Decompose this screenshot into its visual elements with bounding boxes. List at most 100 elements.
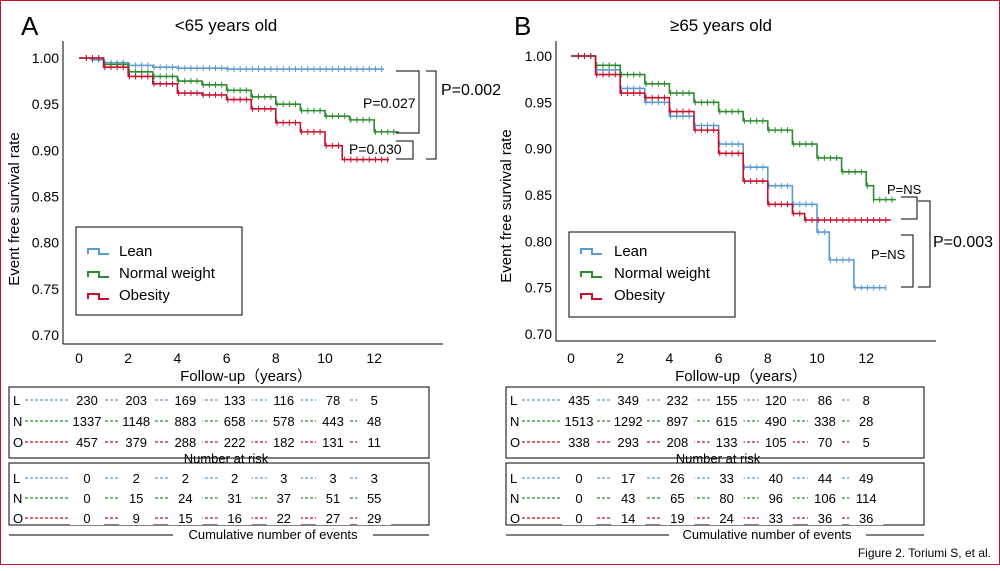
panel-b-pvalue-1: P=NS	[887, 182, 922, 197]
panel-b-legend-lean: Lean	[614, 243, 647, 260]
table-cell-bg	[808, 470, 842, 485]
panel-b-pvalue-3: P=0.003	[933, 234, 993, 251]
table-cell-bg	[709, 470, 744, 485]
table-cell: 114	[856, 491, 877, 506]
table-cell-bg	[611, 413, 646, 428]
panel-b-events-title: Cumulative number of events	[682, 527, 852, 542]
table-cell: 883	[175, 414, 197, 429]
panel-b-xlabel: Follow-up（years）	[675, 368, 807, 385]
table-cell-bg	[808, 490, 842, 505]
table-cell: 1292	[614, 414, 643, 429]
table-cell-bg	[168, 413, 203, 428]
panel-b-risk-title: Number at risk	[676, 451, 761, 466]
y-tick-label: 0.90	[525, 141, 552, 157]
table-cell-bg	[266, 470, 301, 485]
table-cell-bg	[266, 490, 301, 505]
table-cell: 15	[129, 491, 143, 506]
table-cell: 96	[769, 491, 783, 506]
panel-b: B ≥65 years old Event free survival rate…	[498, 11, 993, 542]
table-cell: 133	[716, 435, 738, 450]
survival-curve-normal-weight	[571, 55, 896, 201]
panel-b-bracket-lean-obesity	[901, 234, 914, 288]
panel-b-legend-box	[568, 231, 736, 318]
x-tick-label: 0	[75, 350, 83, 366]
table-cell: 27	[326, 511, 340, 526]
table-cell: 22	[277, 511, 291, 526]
table-cell-bg	[119, 510, 154, 525]
table-cell: 19	[670, 511, 684, 526]
x-tick-label: 0	[567, 350, 575, 366]
table-cell: 379	[125, 435, 147, 450]
table-cell-bg	[316, 434, 350, 449]
table-cell-bg	[119, 413, 154, 428]
table-cell: 55	[367, 491, 381, 506]
table-cell-bg	[562, 434, 596, 449]
panel-a-legend-normal-swatch	[87, 271, 109, 278]
table-cell-bg	[611, 392, 646, 407]
table-cell-bg	[266, 413, 301, 428]
y-tick-label: 0.95	[32, 96, 59, 112]
table-cell: 36	[859, 511, 873, 526]
table-cell: 33	[769, 511, 783, 526]
table-cell: 1513	[565, 414, 594, 429]
table-cell-bg	[316, 490, 350, 505]
table-cell: 0	[83, 471, 90, 486]
table-cell-bg	[808, 413, 842, 428]
table-cell-bg	[70, 413, 104, 428]
table-cell-bg	[660, 413, 695, 428]
table-cell-bg	[709, 413, 744, 428]
table-cell: 0	[575, 511, 582, 526]
table-cell: 24	[719, 511, 733, 526]
table-cell-bg	[808, 392, 842, 407]
table-cell-bg	[217, 413, 252, 428]
table-cell-bg	[357, 413, 392, 428]
panel-b-x-ticks: 0 2 4 6 8 10 12	[567, 350, 874, 366]
table-cell: 578	[273, 414, 295, 429]
table-cell-bg	[758, 510, 793, 525]
table-cell-bg	[168, 490, 203, 505]
panel-a-bracket-normal-obesity	[396, 140, 414, 160]
table-cell: 116	[273, 393, 294, 408]
panel-b-bracket-lean-normal	[918, 200, 931, 288]
panel-a-risk-table-box	[8, 386, 430, 459]
table-cell-bg	[70, 434, 104, 449]
table-cell-bg	[119, 392, 154, 407]
x-tick-label: 2	[616, 350, 624, 366]
panel-a-events-title: Cumulative number of events	[188, 527, 358, 542]
table-row-label: L	[510, 393, 517, 408]
x-tick-label: 10	[317, 350, 333, 366]
table-cell-bg	[849, 510, 884, 525]
panel-a-bracket-lean-normal	[396, 70, 420, 134]
table-cell-bg	[849, 413, 884, 428]
panel-a-bracket-lean-obesity	[426, 70, 437, 160]
table-cell: 133	[224, 393, 246, 408]
table-cell-bg	[316, 392, 350, 407]
panel-a-y-ticks: 1.00 0.95 0.90 0.85 0.80 0.75 0.70	[32, 50, 59, 343]
table-cell: 65	[670, 491, 684, 506]
table-cell: 31	[227, 491, 241, 506]
x-tick-label: 12	[858, 350, 874, 366]
table-cell-bg	[168, 510, 203, 525]
panel-b-ylabel: Event free survival rate	[498, 129, 515, 282]
table-row-label: N	[510, 491, 519, 506]
table-cell-bg	[660, 510, 695, 525]
x-tick-label: 10	[809, 350, 825, 366]
table-cell-bg	[357, 470, 392, 485]
table-cell-bg	[316, 470, 350, 485]
panel-a-title: <65 years old	[175, 16, 278, 35]
table-cell-bg	[758, 470, 793, 485]
table-cell-bg	[709, 490, 744, 505]
table-cell-bg	[660, 470, 695, 485]
panel-a-legend-normal: Normal weight	[119, 265, 216, 282]
panel-a-legend-box	[75, 226, 243, 316]
panel-a-letter: A	[21, 11, 39, 41]
table-cell-bg	[562, 470, 596, 485]
panel-b-legend-normal-swatch	[580, 271, 602, 278]
table-cell: 0	[83, 491, 90, 506]
panel-a-curves	[79, 55, 399, 163]
table-cell: 222	[224, 435, 246, 450]
table-cell: 15	[178, 511, 192, 526]
panel-b-legend-obesity-swatch	[580, 293, 602, 300]
table-cell-bg	[217, 490, 252, 505]
